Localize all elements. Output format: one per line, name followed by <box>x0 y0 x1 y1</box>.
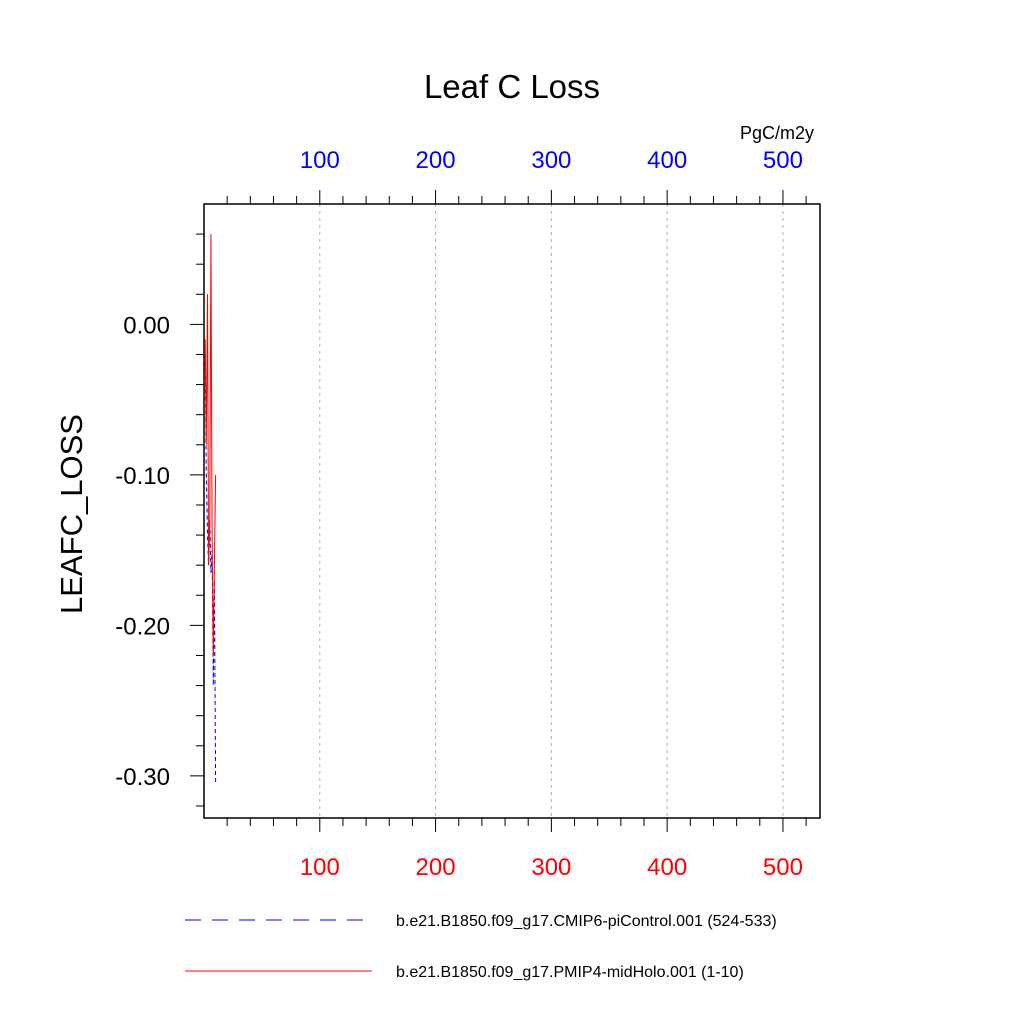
x-bottom-tick-label: 100 <box>300 854 340 881</box>
x-bottom-tick-label: 300 <box>531 854 571 881</box>
y-axis-label: LEAFC_LOSS <box>54 414 89 614</box>
x-top-tick-label: 400 <box>647 147 687 174</box>
chart-title: Leaf C Loss <box>424 68 600 105</box>
x-bottom-tick-label: 400 <box>647 854 687 881</box>
y-tick-label: -0.30 <box>115 764 170 791</box>
legend-label-midholo: b.e21.B1850.f09_g17.PMIP4-midHolo.001 (1… <box>396 964 744 981</box>
x-top-tick-label: 300 <box>531 147 571 174</box>
x-top-tick-label: 500 <box>763 147 803 174</box>
plot-frame <box>203 203 821 819</box>
series-line-midholo <box>204 234 217 656</box>
units-label: PgC/m2y <box>740 123 814 143</box>
y-tick-label: -0.10 <box>115 463 170 490</box>
x-top-tick-label: 100 <box>300 147 340 174</box>
tick-labels: 100 200 300 400 500 100 200 300 400 500 0.00 -0.10 -… <box>115 147 803 881</box>
x-bottom-tick-label: 200 <box>416 854 456 881</box>
grid-lines <box>319 204 784 818</box>
y-tick-label: -0.20 <box>115 613 170 640</box>
legend: b.e21.B1850.f09_g17.CMIP6-piControl.001 … <box>185 913 777 981</box>
legend-label-picontrol: b.e21.B1850.f09_g17.CMIP6-piControl.001 … <box>396 913 777 930</box>
x-top-tick-label: 200 <box>416 147 456 174</box>
axes <box>190 190 821 832</box>
x-bottom-tick-label: 500 <box>763 854 803 881</box>
series-lines <box>204 234 217 784</box>
y-tick-label: 0.00 <box>123 312 170 339</box>
